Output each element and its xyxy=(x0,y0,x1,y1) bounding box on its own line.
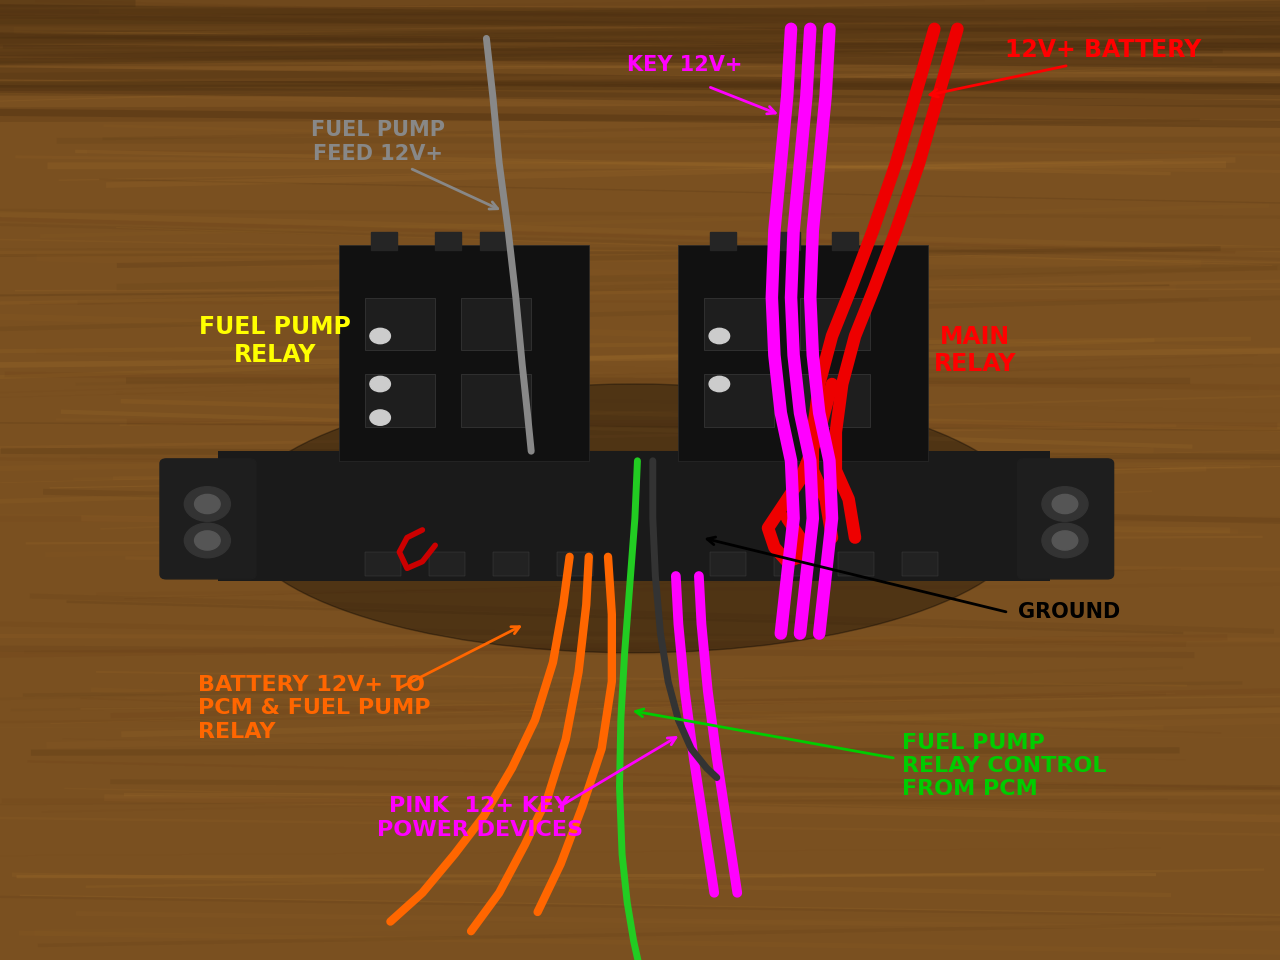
Bar xyxy=(429,552,465,576)
Ellipse shape xyxy=(237,384,1030,653)
Circle shape xyxy=(709,376,730,392)
Circle shape xyxy=(1052,531,1078,550)
Bar xyxy=(461,298,531,350)
Bar xyxy=(704,374,774,427)
Circle shape xyxy=(1042,523,1088,558)
Circle shape xyxy=(195,531,220,550)
Bar xyxy=(557,552,593,576)
Text: MAIN
RELAY: MAIN RELAY xyxy=(934,324,1016,376)
Bar xyxy=(435,232,461,250)
Text: PINK  12+ KEY
POWER DEVICES: PINK 12+ KEY POWER DEVICES xyxy=(378,797,582,839)
Text: KEY 12V+: KEY 12V+ xyxy=(627,56,742,75)
Bar xyxy=(339,245,589,461)
FancyBboxPatch shape xyxy=(160,459,256,579)
FancyBboxPatch shape xyxy=(1018,459,1114,579)
Circle shape xyxy=(370,376,390,392)
Bar xyxy=(832,232,858,250)
Bar xyxy=(704,298,774,350)
Bar xyxy=(218,451,1050,581)
Bar xyxy=(493,552,529,576)
Bar xyxy=(678,245,928,461)
Circle shape xyxy=(184,523,230,558)
Bar xyxy=(774,232,800,250)
Bar xyxy=(838,552,874,576)
Circle shape xyxy=(184,487,230,521)
Circle shape xyxy=(370,410,390,425)
Bar xyxy=(365,374,435,427)
Circle shape xyxy=(1052,494,1078,514)
Bar xyxy=(461,374,531,427)
Bar xyxy=(365,298,435,350)
Bar xyxy=(800,374,870,427)
Bar xyxy=(774,552,810,576)
Bar xyxy=(710,552,746,576)
Bar xyxy=(902,552,938,576)
Bar xyxy=(480,232,506,250)
Bar xyxy=(710,232,736,250)
Circle shape xyxy=(370,328,390,344)
Text: FUEL PUMP
FEED 12V+: FUEL PUMP FEED 12V+ xyxy=(311,121,444,164)
Bar xyxy=(365,552,401,576)
Text: GROUND: GROUND xyxy=(1018,603,1120,622)
Bar xyxy=(371,232,397,250)
Text: FUEL PUMP
RELAY: FUEL PUMP RELAY xyxy=(200,315,351,367)
Circle shape xyxy=(195,494,220,514)
Text: BATTERY 12V+ TO
PCM & FUEL PUMP
RELAY: BATTERY 12V+ TO PCM & FUEL PUMP RELAY xyxy=(198,675,431,742)
Text: FUEL PUMP
RELAY CONTROL
FROM PCM: FUEL PUMP RELAY CONTROL FROM PCM xyxy=(902,732,1107,800)
Circle shape xyxy=(709,328,730,344)
Circle shape xyxy=(1042,487,1088,521)
Text: 12V+ BATTERY: 12V+ BATTERY xyxy=(1005,38,1202,62)
Bar xyxy=(800,298,870,350)
